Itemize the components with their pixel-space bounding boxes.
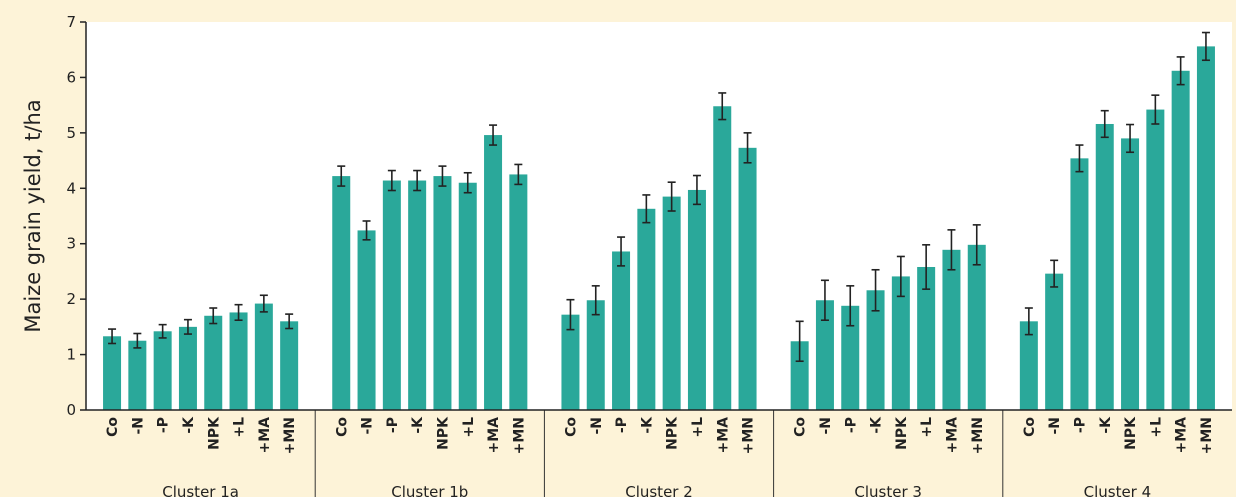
bar: [332, 176, 351, 410]
bar: [433, 176, 452, 410]
x-tick-label: -N: [1047, 417, 1063, 435]
y-axis-title: Maize grain yield, t/ha: [21, 99, 45, 332]
bar: [866, 290, 885, 410]
bars-layer: [103, 46, 1215, 410]
y-tick-label: 1: [66, 346, 76, 364]
bar: [1146, 109, 1165, 410]
bar: [204, 315, 223, 410]
cluster-label: Cluster 2: [625, 483, 693, 497]
bar: [178, 326, 197, 410]
bar: [891, 276, 910, 410]
x-tick-label: Co: [1022, 417, 1038, 437]
x-tick-label: +L: [232, 417, 248, 438]
x-tick-label: NPK: [206, 416, 222, 450]
bar: [841, 305, 860, 410]
bar: [687, 189, 706, 410]
x-tick-label: -K: [869, 416, 885, 434]
cluster-label: Cluster 1b: [391, 483, 468, 497]
x-tick-label: -P: [1072, 417, 1088, 433]
bar: [280, 321, 299, 410]
x-tick-label: +MN: [282, 417, 298, 454]
plot-background: [86, 22, 1232, 410]
x-tick-label: NPK: [665, 416, 681, 450]
x-tick-label: +MA: [257, 417, 273, 454]
bar: [128, 340, 147, 410]
bar: [1045, 273, 1064, 410]
x-tick-label: -N: [360, 417, 376, 435]
y-tick-label: 7: [66, 13, 76, 31]
x-tick-label: -K: [1098, 416, 1114, 434]
x-tick-label: +L: [461, 417, 477, 438]
x-tick-label: -N: [589, 417, 605, 435]
bar: [254, 303, 273, 410]
x-tick-label: +MA: [486, 417, 502, 454]
x-tick-label: +MA: [1174, 417, 1190, 454]
x-tick-label: Co: [105, 417, 121, 437]
x-tick-label: +L: [1148, 417, 1164, 438]
x-tick-label: +MN: [511, 417, 527, 454]
bar: [1095, 123, 1114, 410]
bar: [662, 196, 681, 410]
bar: [103, 336, 122, 410]
bar: [1121, 138, 1140, 410]
bar: [612, 251, 631, 410]
cluster-label: Cluster 4: [1084, 483, 1152, 497]
bar: [967, 244, 986, 410]
bar: [484, 135, 503, 410]
axes-layer: Co -N -P -K NPK +L +MA +MN Cluster 1a Co -N -P -K NPK…: [66, 13, 1232, 497]
x-tick-label: +MN: [741, 417, 757, 454]
x-tick-label: +MA: [944, 417, 960, 454]
x-tick-label: NPK: [435, 416, 451, 450]
bar: [738, 147, 757, 410]
bar: [357, 230, 376, 410]
bar: [815, 300, 834, 410]
bar: [229, 312, 248, 410]
bar: [917, 266, 936, 410]
x-tick-label: +MN: [970, 417, 986, 454]
bar: [942, 249, 961, 410]
x-tick-label: +MA: [715, 417, 731, 454]
bar: [382, 180, 401, 410]
bar: [1171, 70, 1190, 410]
y-tick-label: 5: [66, 124, 76, 142]
bar: [408, 180, 427, 410]
x-tick-label: -N: [130, 417, 146, 435]
bar: [637, 208, 656, 410]
y-tick-label: 3: [66, 235, 76, 253]
y-tick-label: 4: [66, 179, 76, 197]
y-tick-label: 2: [66, 290, 76, 308]
bar: [509, 174, 528, 410]
bar: [790, 341, 809, 410]
bar: [1070, 158, 1089, 410]
x-tick-label: Co: [563, 417, 579, 437]
cluster-label: Cluster 1a: [162, 483, 239, 497]
bar: [1019, 321, 1038, 410]
bar: [153, 331, 172, 410]
x-tick-label: Co: [793, 417, 809, 437]
x-tick-label: -K: [639, 416, 655, 434]
error-bars-layer: [108, 31, 1210, 363]
x-tick-label: NPK: [894, 416, 910, 450]
bar: [561, 314, 580, 410]
x-tick-label: +L: [690, 417, 706, 438]
x-tick-label: -K: [181, 416, 197, 434]
bar: [458, 182, 477, 410]
y-tick-label: 6: [66, 68, 76, 86]
x-tick-label: +MN: [1199, 417, 1215, 454]
bar: [586, 300, 605, 410]
y-tick-label: 0: [66, 401, 76, 419]
x-tick-label: NPK: [1123, 416, 1139, 450]
x-tick-label: -N: [818, 417, 834, 435]
x-tick-label: +L: [919, 417, 935, 438]
x-tick-label: -P: [156, 417, 172, 433]
x-tick-label: -K: [410, 416, 426, 434]
x-tick-label: Co: [334, 417, 350, 437]
bar: [713, 106, 732, 410]
x-tick-label: -P: [614, 417, 630, 433]
cluster-label: Cluster 3: [854, 483, 922, 497]
x-tick-label: -P: [843, 417, 859, 433]
bar: [1196, 46, 1215, 410]
x-tick-label: -P: [385, 417, 401, 433]
